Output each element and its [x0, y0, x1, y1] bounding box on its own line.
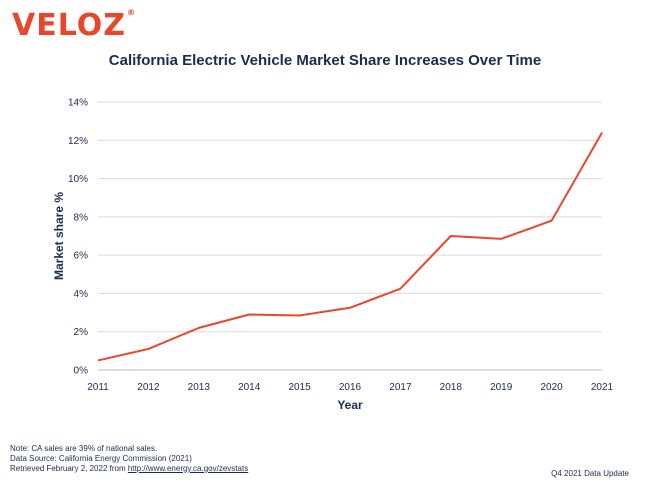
veloz-logo: VELOZ®	[12, 8, 136, 43]
x-tick-label: 2013	[188, 382, 211, 393]
y-tick-label: 10%	[68, 174, 88, 185]
y-tick-label: 4%	[74, 289, 89, 300]
x-tick-label: 2011	[87, 382, 109, 393]
retrieved-text: Retrieved February 2, 2022 from	[10, 464, 128, 473]
y-axis-title: Market share %	[52, 192, 66, 280]
registered-mark: ®	[127, 8, 137, 17]
x-tick-label: 2018	[440, 382, 463, 393]
y-tick-label: 2%	[74, 327, 89, 338]
gridlines	[98, 101, 602, 371]
y-tick-label: 6%	[74, 251, 89, 262]
note-text: Note: CA sales are 39% of national sales…	[10, 444, 158, 453]
series-line	[97, 132, 603, 362]
x-tick-label: 2021	[591, 382, 614, 393]
series-layer	[97, 132, 603, 362]
chart-title: California Electric Vehicle Market Share…	[108, 52, 542, 69]
x-tick-label: 2019	[490, 382, 513, 393]
x-axis-ticks: 2011 2012 2013 2014 2015 2016 2017 2018 2019 2020…	[87, 382, 613, 393]
data-update-label: Q4 2021 Data Update	[551, 469, 629, 478]
x-tick-label: 2016	[339, 382, 362, 393]
y-tick-label: 14%	[68, 98, 88, 109]
source-link[interactable]: http://www.energy.ca.gov/zevstats	[127, 464, 249, 473]
footnotes: Note: CA sales are 39% of national sales…	[10, 444, 248, 474]
retrieved-line: Retrieved February 2, 2022 from http://w…	[10, 464, 248, 474]
source-text: Data Source: California Energy Commissio…	[10, 454, 192, 463]
x-tick-label: 2017	[389, 382, 412, 393]
x-tick-label: 2012	[137, 382, 160, 393]
x-tick-label: 2015	[288, 382, 311, 393]
y-tick-label: 12%	[68, 136, 88, 147]
y-tick-label: 8%	[74, 212, 89, 223]
y-tick-label: 0%	[74, 366, 89, 377]
logo-text: VELOZ	[12, 8, 127, 43]
x-tick-label: 2020	[540, 382, 563, 393]
y-axis-ticks: 0% 2% 4% 6% 8% 10% 12% 14%	[68, 98, 88, 377]
x-tick-label: 2014	[238, 382, 261, 393]
x-axis-title: Year	[337, 398, 363, 412]
